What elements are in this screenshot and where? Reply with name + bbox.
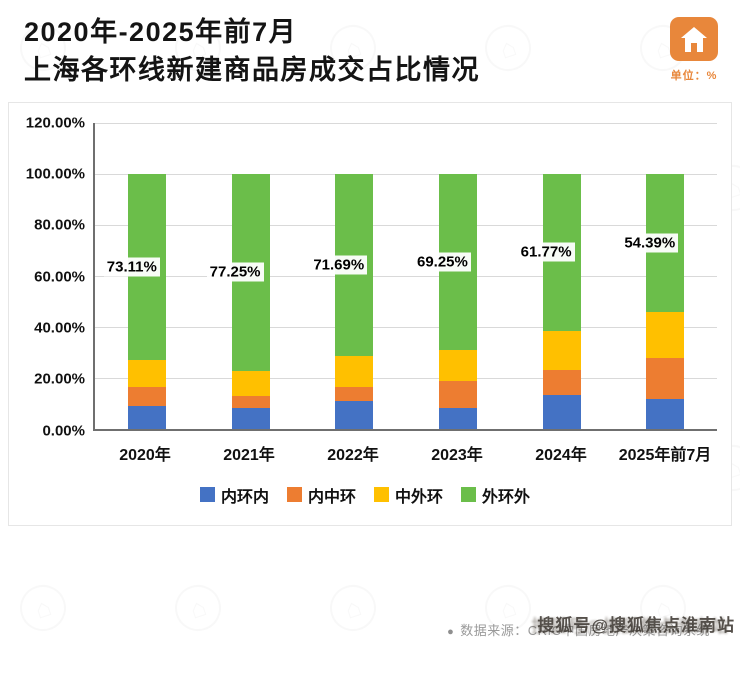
bar-value-label: 71.69% (310, 255, 368, 275)
x-axis-label: 2021年 (223, 446, 275, 464)
bar-slot: 73.11% (95, 123, 199, 429)
legend-label: 内环内 (220, 488, 269, 506)
gridline (95, 224, 717, 226)
legend-swatch-outer-ring (461, 487, 477, 503)
bar-slot: 77.25% (199, 123, 303, 429)
unit-label: 单位：% (670, 70, 718, 82)
bar-segment-inner-middle-ring (127, 386, 166, 406)
data-source: ● 数据来源：CRIC中国房地产决策咨询系统 (0, 620, 740, 639)
page-title: 2020年-2025年前7月 上海各环线新建商品房成交占比情况 (24, 14, 480, 90)
bar-slot: 71.69% (302, 123, 406, 429)
bar-value-label: 54.39% (621, 233, 679, 253)
bar-segment-inner-ring (335, 400, 374, 429)
legend-item: 中外环 (374, 483, 443, 507)
legend-item: 内环内 (199, 483, 269, 507)
x-axis-label: 2022年 (327, 446, 379, 464)
y-axis-tick: 40.00% (34, 319, 85, 337)
source-text: 数据来源：CRIC中国房地产决策咨询系统 (460, 622, 710, 638)
bar-segment-middle-outer-ring (127, 360, 166, 387)
bar-value-label: 77.25% (206, 262, 264, 282)
x-axis-label: 2024年 (535, 446, 587, 464)
bar-segment-middle-outer-ring (438, 350, 477, 381)
y-axis-tick: 0.00% (42, 422, 85, 440)
bar-segment-middle-outer-ring (542, 331, 581, 370)
y-axis-tick: 60.00% (34, 268, 85, 286)
x-axis-label: 2025年前7月 (618, 446, 712, 464)
bar-segment-middle-outer-ring (335, 356, 374, 388)
bar-segment-inner-middle-ring (335, 387, 374, 401)
bar-value-label: 61.77% (517, 242, 575, 262)
bar-value-label: 73.11% (103, 257, 160, 277)
bar-segment-inner-ring (438, 408, 477, 429)
bar-segment-inner-middle-ring (646, 358, 685, 399)
title-line-1: 2020年-2025年前7月 (24, 17, 298, 47)
bar-segment-inner-ring (127, 405, 166, 429)
stacked-bar (438, 173, 477, 429)
chart-card: 120.00% 100.00% 80.00% 60.00% 40.00% 20.00% 0.… (8, 101, 732, 526)
bar-segment-inner-ring (542, 395, 581, 429)
legend-swatch-inner-ring (199, 487, 215, 503)
bar-value-label: 69.25% (413, 252, 471, 272)
bar-slot: 61.77% (510, 123, 614, 429)
watermark-text: 搜狐号@搜狐焦点淮南站 (537, 615, 735, 635)
title-line-2: 上海各环线新建商品房成交占比情况 (24, 54, 480, 85)
house-icon (670, 17, 718, 61)
gridline (95, 173, 717, 175)
gridline (95, 377, 717, 379)
legend-swatch-middle-outer-ring (374, 487, 389, 503)
bar-segment-middle-outer-ring (231, 370, 270, 396)
stacked-bar (646, 173, 685, 429)
chart: 120.00% 100.00% 80.00% 60.00% 40.00% 20.00% 0.… (13, 114, 717, 439)
y-axis-tick: 20.00% (34, 370, 85, 388)
page: 2020年-2025年前7月 上海各环线新建商品房成交占比情况 单位：% 120… (0, 0, 740, 639)
unit-box: 单位：% (670, 17, 718, 83)
x-axis: 2020年 2021年 2022年 2023年 2024年 2025年前7月 (93, 441, 717, 465)
bar-segment-inner-ring (646, 399, 685, 429)
legend-label: 外环外 (482, 488, 531, 506)
stacked-bar (231, 173, 270, 429)
header: 2020年-2025年前7月 上海各环线新建商品房成交占比情况 单位：% (0, 0, 740, 94)
stacked-bar (335, 173, 374, 429)
bar-segment-inner-ring (231, 408, 270, 429)
y-axis-tick: 120.00% (25, 114, 85, 132)
y-axis: 120.00% 100.00% 80.00% 60.00% 40.00% 20.00% 0.… (13, 114, 93, 439)
legend-item: 外环外 (461, 483, 530, 507)
source-bullet-icon: ● (447, 625, 455, 638)
stacked-bar (542, 173, 581, 429)
bar-segment-inner-middle-ring (542, 369, 581, 396)
gridline (95, 122, 717, 124)
legend-label: 内中环 (307, 488, 356, 506)
y-axis-tick: 100.00% (25, 165, 85, 183)
legend: 内环内 内中环 中外环 外环外 (13, 483, 717, 507)
bars: 73.11% 77.25% 71.69% 69.25% 61.77% 54.39% (95, 123, 717, 429)
bar-segment-inner-middle-ring (438, 380, 477, 409)
plot-area: 73.11% 77.25% 71.69% 69.25% 61.77% 54.39% (93, 122, 717, 431)
bar-slot: 54.39% (613, 123, 717, 429)
stacked-bar (127, 173, 166, 429)
gridline (95, 326, 717, 328)
bar-slot: 69.25% (406, 123, 510, 429)
y-axis-tick: 80.00% (34, 216, 85, 234)
legend-item: 内中环 (286, 483, 356, 507)
legend-label: 中外环 (395, 488, 444, 506)
bar-segment-middle-outer-ring (646, 312, 685, 359)
legend-swatch-inner-middle-ring (286, 487, 302, 503)
bar-segment-inner-middle-ring (231, 395, 270, 409)
gridline (95, 275, 717, 277)
x-axis-label: 2020年 (119, 446, 171, 464)
x-axis-label: 2023年 (431, 446, 483, 464)
